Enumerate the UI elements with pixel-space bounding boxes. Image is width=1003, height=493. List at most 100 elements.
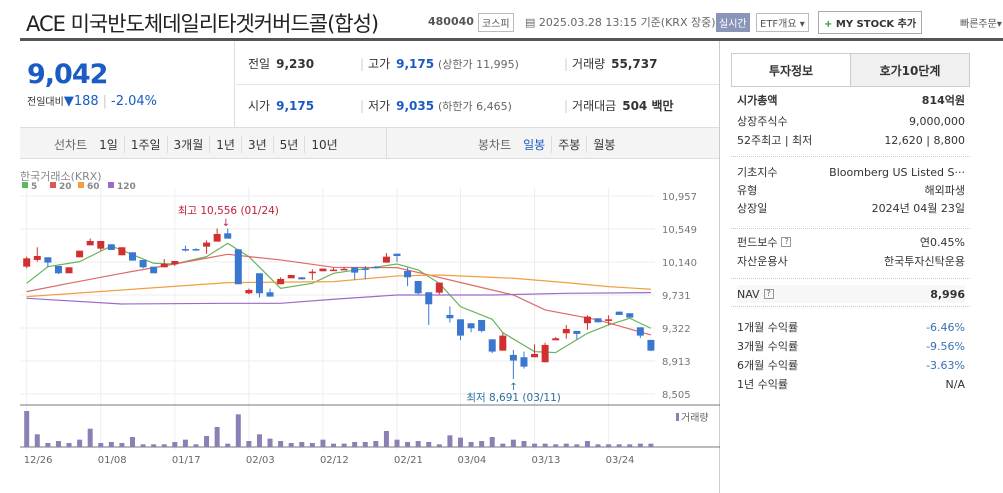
candle-body [192,249,200,251]
period-10y[interactable]: 10년 [311,138,338,152]
info-row: 시가총액 814억원 [737,91,965,109]
candle-body [171,261,179,265]
y-tick-label: 8,913 [662,357,691,368]
candle-body [552,338,560,341]
volume-bar [500,443,506,447]
volume-bar [352,442,358,447]
volume-bar [331,443,337,447]
etf-overview-dropdown[interactable]: ETF개요 ▾ [756,13,809,32]
period-1w[interactable]: 1주일 [125,136,168,153]
legend-label: 5 [31,182,37,192]
volume-bar [394,439,400,447]
candle-body [287,274,295,279]
period-1y[interactable]: 1년 [210,136,242,153]
volume-bar [214,427,220,447]
ma5-line [26,242,652,354]
volume-bar [193,444,199,447]
y-tick-label: 9,731 [662,291,691,302]
y-tick-label: 10,957 [662,192,697,203]
change-value: 188 [73,94,99,109]
quote-datetime: ▤ 2025.03.28 13:15 기준(KRX 장중) [525,14,716,30]
chevron-down-icon: ▾ [796,19,805,30]
tab-order-book[interactable]: 호가10단계 [851,54,969,86]
candle [139,259,147,269]
info-label: 시가총액 [737,94,778,107]
volume-bar [161,444,167,447]
candle [192,248,200,251]
price-chart[interactable]: 한국거래소(KRX)5 20 60 120 10,957 10,549 10,140 9,73… [0,160,720,493]
candle [393,253,401,262]
candle-body [107,244,115,250]
volume-bar [595,444,601,447]
volume-bar [606,444,612,447]
stat-open: 시가 9,175 [248,99,315,113]
candle-body [488,339,496,352]
info-label: 6개월 수익률 [737,359,799,372]
candle-body [298,277,306,280]
help-icon[interactable]: ? [763,289,774,299]
candle-body [330,269,338,272]
volume-bar [648,443,654,447]
period-1d[interactable]: 1일 [93,136,125,153]
help-icon[interactable]: ? [781,237,792,247]
candle [181,245,189,252]
candle [351,267,359,280]
info-value: -9.56% [926,339,965,353]
candle-body [382,256,390,263]
candle-body [203,242,211,247]
candle-body [139,259,147,268]
info-row: NAV? 8,996 [737,285,965,303]
volume-bar [299,442,305,447]
period-monthly[interactable]: 월봉 [593,138,616,152]
candle [97,240,105,251]
stock-code: 480040 [428,15,474,28]
candle [65,267,73,274]
candle [552,337,560,341]
candle [319,268,327,272]
candle [488,339,496,354]
candle-chart-periods: 봉차트 일봉 주봉 월봉 [478,136,621,153]
legend-label: 120 [117,182,136,192]
candle [330,267,338,272]
info-tabs: 투자정보 호가10단계 [731,53,970,87]
realtime-button[interactable]: 실시간 [716,13,750,32]
candle [382,253,390,263]
info-label: 유형 [737,184,758,197]
candle [118,247,126,256]
candle [647,339,655,352]
quick-order-button[interactable]: 빠른주문▾ [960,15,1002,30]
period-daily[interactable]: 일봉 [517,136,553,153]
period-5y[interactable]: 5년 [274,136,306,153]
volume-bar [108,442,114,447]
volume-bar [373,441,379,447]
volume-bar [616,444,622,447]
period-bar: 선차트 1일 1주일 3개월 1년 3년 5년 10년 봉차트 일봉 주봉 월봉 [20,127,720,159]
y-tick-label: 9,322 [662,324,691,335]
candle [266,288,274,297]
candle-body [44,257,52,263]
period-3m[interactable]: 3개월 [168,136,211,153]
legend-swatch [78,182,84,188]
tab-investment-info[interactable]: 투자정보 [732,54,851,86]
candle-body [150,266,158,274]
info-label: 기초지수 [737,166,778,179]
period-3y[interactable]: 3년 [242,136,274,153]
candle-body [224,233,232,239]
x-tick-label: 03/24 [606,455,635,466]
candle-body [255,273,263,294]
candle-body [647,339,655,351]
candle-body [583,316,591,324]
candle-body [86,240,94,246]
candle-body [234,249,242,285]
candle-body [594,318,602,323]
calendar-icon: ▤ [525,16,539,29]
add-mystock-button[interactable]: + MY STOCK 추가 [818,11,923,34]
ma120-line [26,292,651,305]
period-weekly[interactable]: 주봉 [552,136,588,153]
panel-divider [719,41,720,493]
volume-bar [426,442,432,447]
candle-body [129,252,136,261]
info-value: Bloomberg US Listed S··· [829,165,965,179]
info-row: 상장주식수 9,000,000 [737,112,965,130]
volume-bar [204,436,210,447]
